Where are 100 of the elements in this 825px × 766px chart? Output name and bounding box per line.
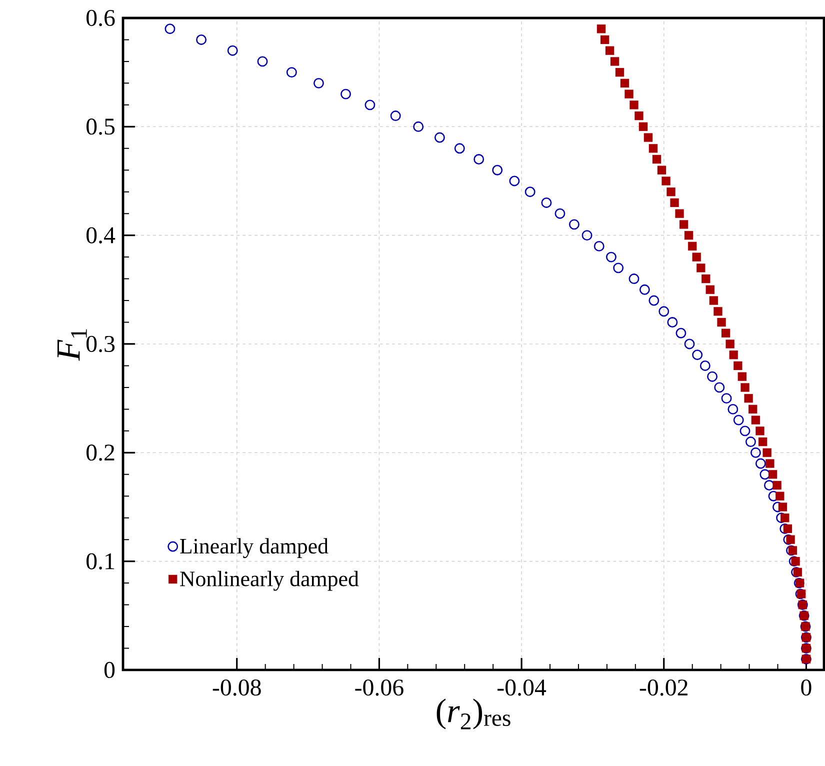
point: [413, 121, 424, 132]
point: [700, 360, 710, 371]
point: [714, 307, 722, 316]
point: [524, 186, 536, 198]
point: [667, 317, 678, 328]
x-tick-label: -0.04: [498, 680, 546, 696]
point: [340, 88, 351, 100]
point: [606, 252, 616, 262]
point: [634, 111, 644, 120]
point: [679, 220, 688, 229]
point: [706, 285, 714, 294]
point: [778, 502, 788, 512]
point: [766, 459, 774, 468]
point: [688, 242, 697, 251]
point: [390, 110, 401, 122]
point: [600, 35, 610, 44]
y-tick-label: 0.6: [86, 10, 115, 26]
point: [758, 437, 768, 446]
point: [568, 219, 580, 230]
point: [744, 394, 753, 403]
y-axis-title: F$_{1}$: [57, 329, 87, 361]
point: [582, 230, 592, 241]
legend-label: Linearly damped: [180, 538, 328, 558]
point: [745, 436, 756, 448]
point: [554, 208, 566, 219]
point: [696, 264, 706, 272]
point: [776, 492, 784, 500]
point: [648, 295, 660, 306]
point: [615, 68, 624, 77]
y-tick-label: 0.2: [86, 444, 114, 461]
point: [594, 240, 604, 252]
point: [740, 426, 750, 436]
y-tick-label: 0: [104, 662, 115, 678]
point: [733, 414, 744, 426]
point: [662, 176, 670, 186]
point: [196, 34, 207, 45]
point: [750, 447, 761, 458]
point: [755, 458, 766, 469]
point: [454, 143, 465, 154]
point: [657, 166, 666, 174]
point: [692, 252, 701, 262]
point: [434, 132, 445, 143]
point: [474, 154, 484, 164]
x-axis-title: (r$_{2}$)$_{res}$: [436, 698, 510, 730]
point: [620, 78, 630, 88]
point: [772, 480, 782, 490]
legend-label: Nonlinearly damped: [180, 570, 359, 591]
point: [630, 100, 638, 110]
point: [768, 470, 778, 479]
point: [721, 328, 730, 338]
point: [738, 372, 747, 381]
point: [748, 404, 758, 414]
point: [541, 197, 552, 208]
point: [762, 448, 772, 457]
point: [714, 382, 725, 393]
point: [717, 318, 726, 327]
point: [734, 361, 742, 370]
point: [605, 46, 614, 55]
y-tick-label: 0.1: [86, 553, 114, 570]
x-tick-label: -0.02: [640, 680, 688, 696]
point: [624, 90, 634, 98]
point: [628, 274, 640, 284]
point: [764, 480, 774, 490]
point: [783, 524, 792, 534]
point: [492, 164, 503, 176]
point: [613, 262, 624, 274]
point: [692, 350, 703, 360]
point: [729, 350, 738, 360]
point: [786, 535, 795, 544]
point: [648, 144, 658, 153]
x-tick-label: 0: [801, 680, 812, 696]
y-tick-label: 0.5: [86, 118, 115, 135]
point: [728, 404, 738, 414]
point: [684, 230, 694, 240]
point: [257, 56, 268, 67]
y-tick-label: 0.4: [86, 227, 116, 244]
point: [658, 306, 670, 317]
point: [638, 122, 648, 131]
point: [227, 45, 238, 56]
point: [639, 284, 650, 295]
point: [684, 338, 695, 350]
point: [610, 57, 620, 66]
point: [707, 371, 718, 382]
x-tick-label: -0.06: [355, 680, 404, 696]
point: [644, 133, 653, 142]
y-tick-label: 0.3: [86, 336, 115, 352]
x-tick-label: -0.08: [212, 680, 261, 696]
point: [652, 154, 662, 164]
point: [756, 426, 764, 436]
point: [286, 67, 297, 78]
point: [164, 24, 176, 34]
point: [726, 340, 734, 348]
point: [676, 328, 686, 338]
point: [751, 416, 760, 424]
point: [666, 188, 676, 196]
point: [791, 556, 800, 566]
point: [780, 514, 790, 522]
point: [364, 100, 376, 110]
point: [670, 198, 679, 208]
point: [709, 296, 718, 305]
